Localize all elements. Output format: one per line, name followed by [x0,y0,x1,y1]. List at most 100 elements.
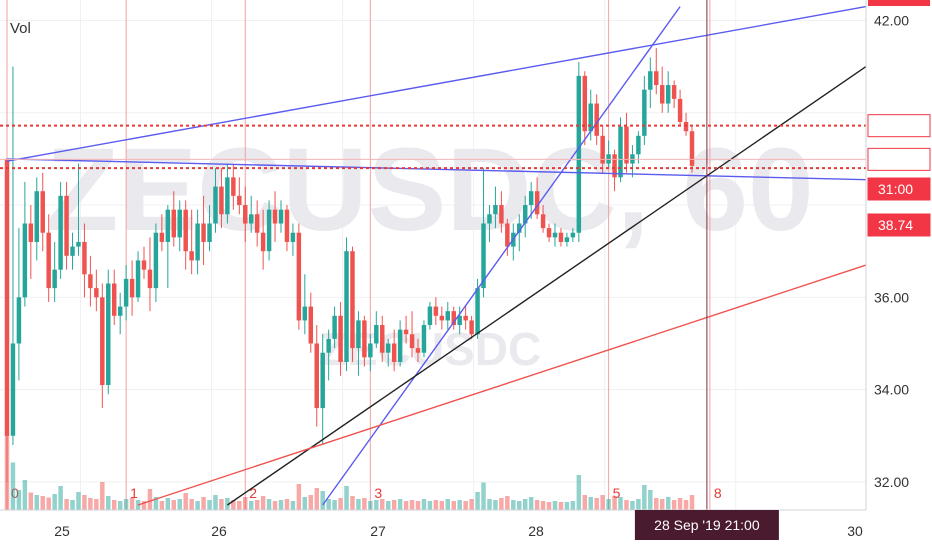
trendline[interactable] [6,5,867,162]
candle-body [659,85,665,104]
price-tag-label: 38.74 [878,217,913,233]
volume-bar [40,496,45,510]
volume-bar [76,492,81,510]
trendline[interactable] [6,158,867,181]
volume-bar [10,462,16,510]
volume-bar [487,499,492,510]
volume-bars [4,435,695,510]
volume-bar [570,501,576,510]
volume-bar [225,498,230,510]
candle-body [332,315,337,339]
volume-bar [481,482,486,510]
candle-body [82,241,87,275]
volume-bar [403,501,409,510]
volume-bar [374,500,379,510]
volume-bar [332,500,337,510]
volume-bar [421,499,427,510]
volume-bar [117,501,123,510]
candle-body [40,191,45,233]
volume-bar [34,495,40,510]
candle-body [546,228,552,238]
candle-body [272,209,278,224]
volume-bar [320,491,325,510]
volume-bar [636,499,641,510]
volume-bar [141,501,147,510]
volume-bar [338,498,343,510]
candle-body [445,311,451,321]
price-tag-label: 31:00 [878,181,913,197]
volume-bar [129,497,135,510]
price-tag [867,213,931,237]
candle-body [22,223,28,298]
candle-body [522,205,528,224]
candle-body [243,205,248,224]
candle-body [219,186,224,215]
candle-body [350,251,355,349]
volume-bar [272,501,278,510]
candle-body [100,297,105,386]
candle-body [278,209,284,224]
cycle-label: 1 [130,485,138,501]
candle-body [517,223,522,233]
volume-bar [266,499,272,510]
candle-body [636,135,641,155]
volume-bar [82,495,87,510]
volume-bar [213,495,218,510]
candle-body [34,191,40,242]
candle-body [391,343,397,362]
candle-body [4,158,10,436]
candle-body [654,71,659,86]
volume-bar [362,498,367,510]
candle-body [231,177,236,196]
volume-bar [439,501,445,510]
candle-body [320,352,325,409]
candle-body [493,205,498,215]
time-tick-label: 27 [370,523,386,539]
trendlines[interactable] [6,5,867,506]
candle-body [70,246,75,256]
candle-body [385,343,391,353]
candle-body [308,306,314,344]
candle-body [612,154,617,178]
volume-bar [528,497,534,510]
volume-bar [64,499,69,510]
volume-bar [409,500,415,510]
candle-body [576,75,582,233]
price-tag [867,177,931,201]
horizontal-lines[interactable] [0,124,866,170]
time-axis[interactable]: 25 26 27 28 30 28 Sep '19 21:00 [0,509,932,550]
candle-body [16,297,22,344]
candle-body [290,232,296,242]
candle-body [213,186,218,224]
volume-bar [123,499,129,510]
candle-body [248,214,254,224]
volume-bar [475,492,480,510]
volume-bar [231,500,236,510]
time-axis-bg [0,510,932,550]
candle-body [451,311,456,326]
volume-bar [677,498,683,510]
candle-body [362,320,367,358]
volume-bar [111,500,117,510]
trendline[interactable] [226,66,867,506]
trendline[interactable] [322,6,681,506]
candle-body [374,325,379,344]
candle-body [58,195,63,270]
volume-bar [46,497,51,510]
volume-bar [195,501,200,510]
candle-body [588,103,593,132]
volume-bar [28,492,34,510]
candle-body [475,288,480,335]
trendline[interactable] [137,264,867,506]
candle-body [10,343,16,436]
volume-bar [356,499,361,510]
candle-body [558,232,564,242]
volume-bar [517,501,522,510]
candle-body [189,251,194,261]
price-axis[interactable]: 42.00 36.00 34.00 32.00 39.72 38.99 31:00 38.74 [865,0,932,550]
volume-bar [183,493,188,510]
candle-body [594,103,599,136]
volume-bar [391,500,397,510]
candle-body [403,329,409,335]
